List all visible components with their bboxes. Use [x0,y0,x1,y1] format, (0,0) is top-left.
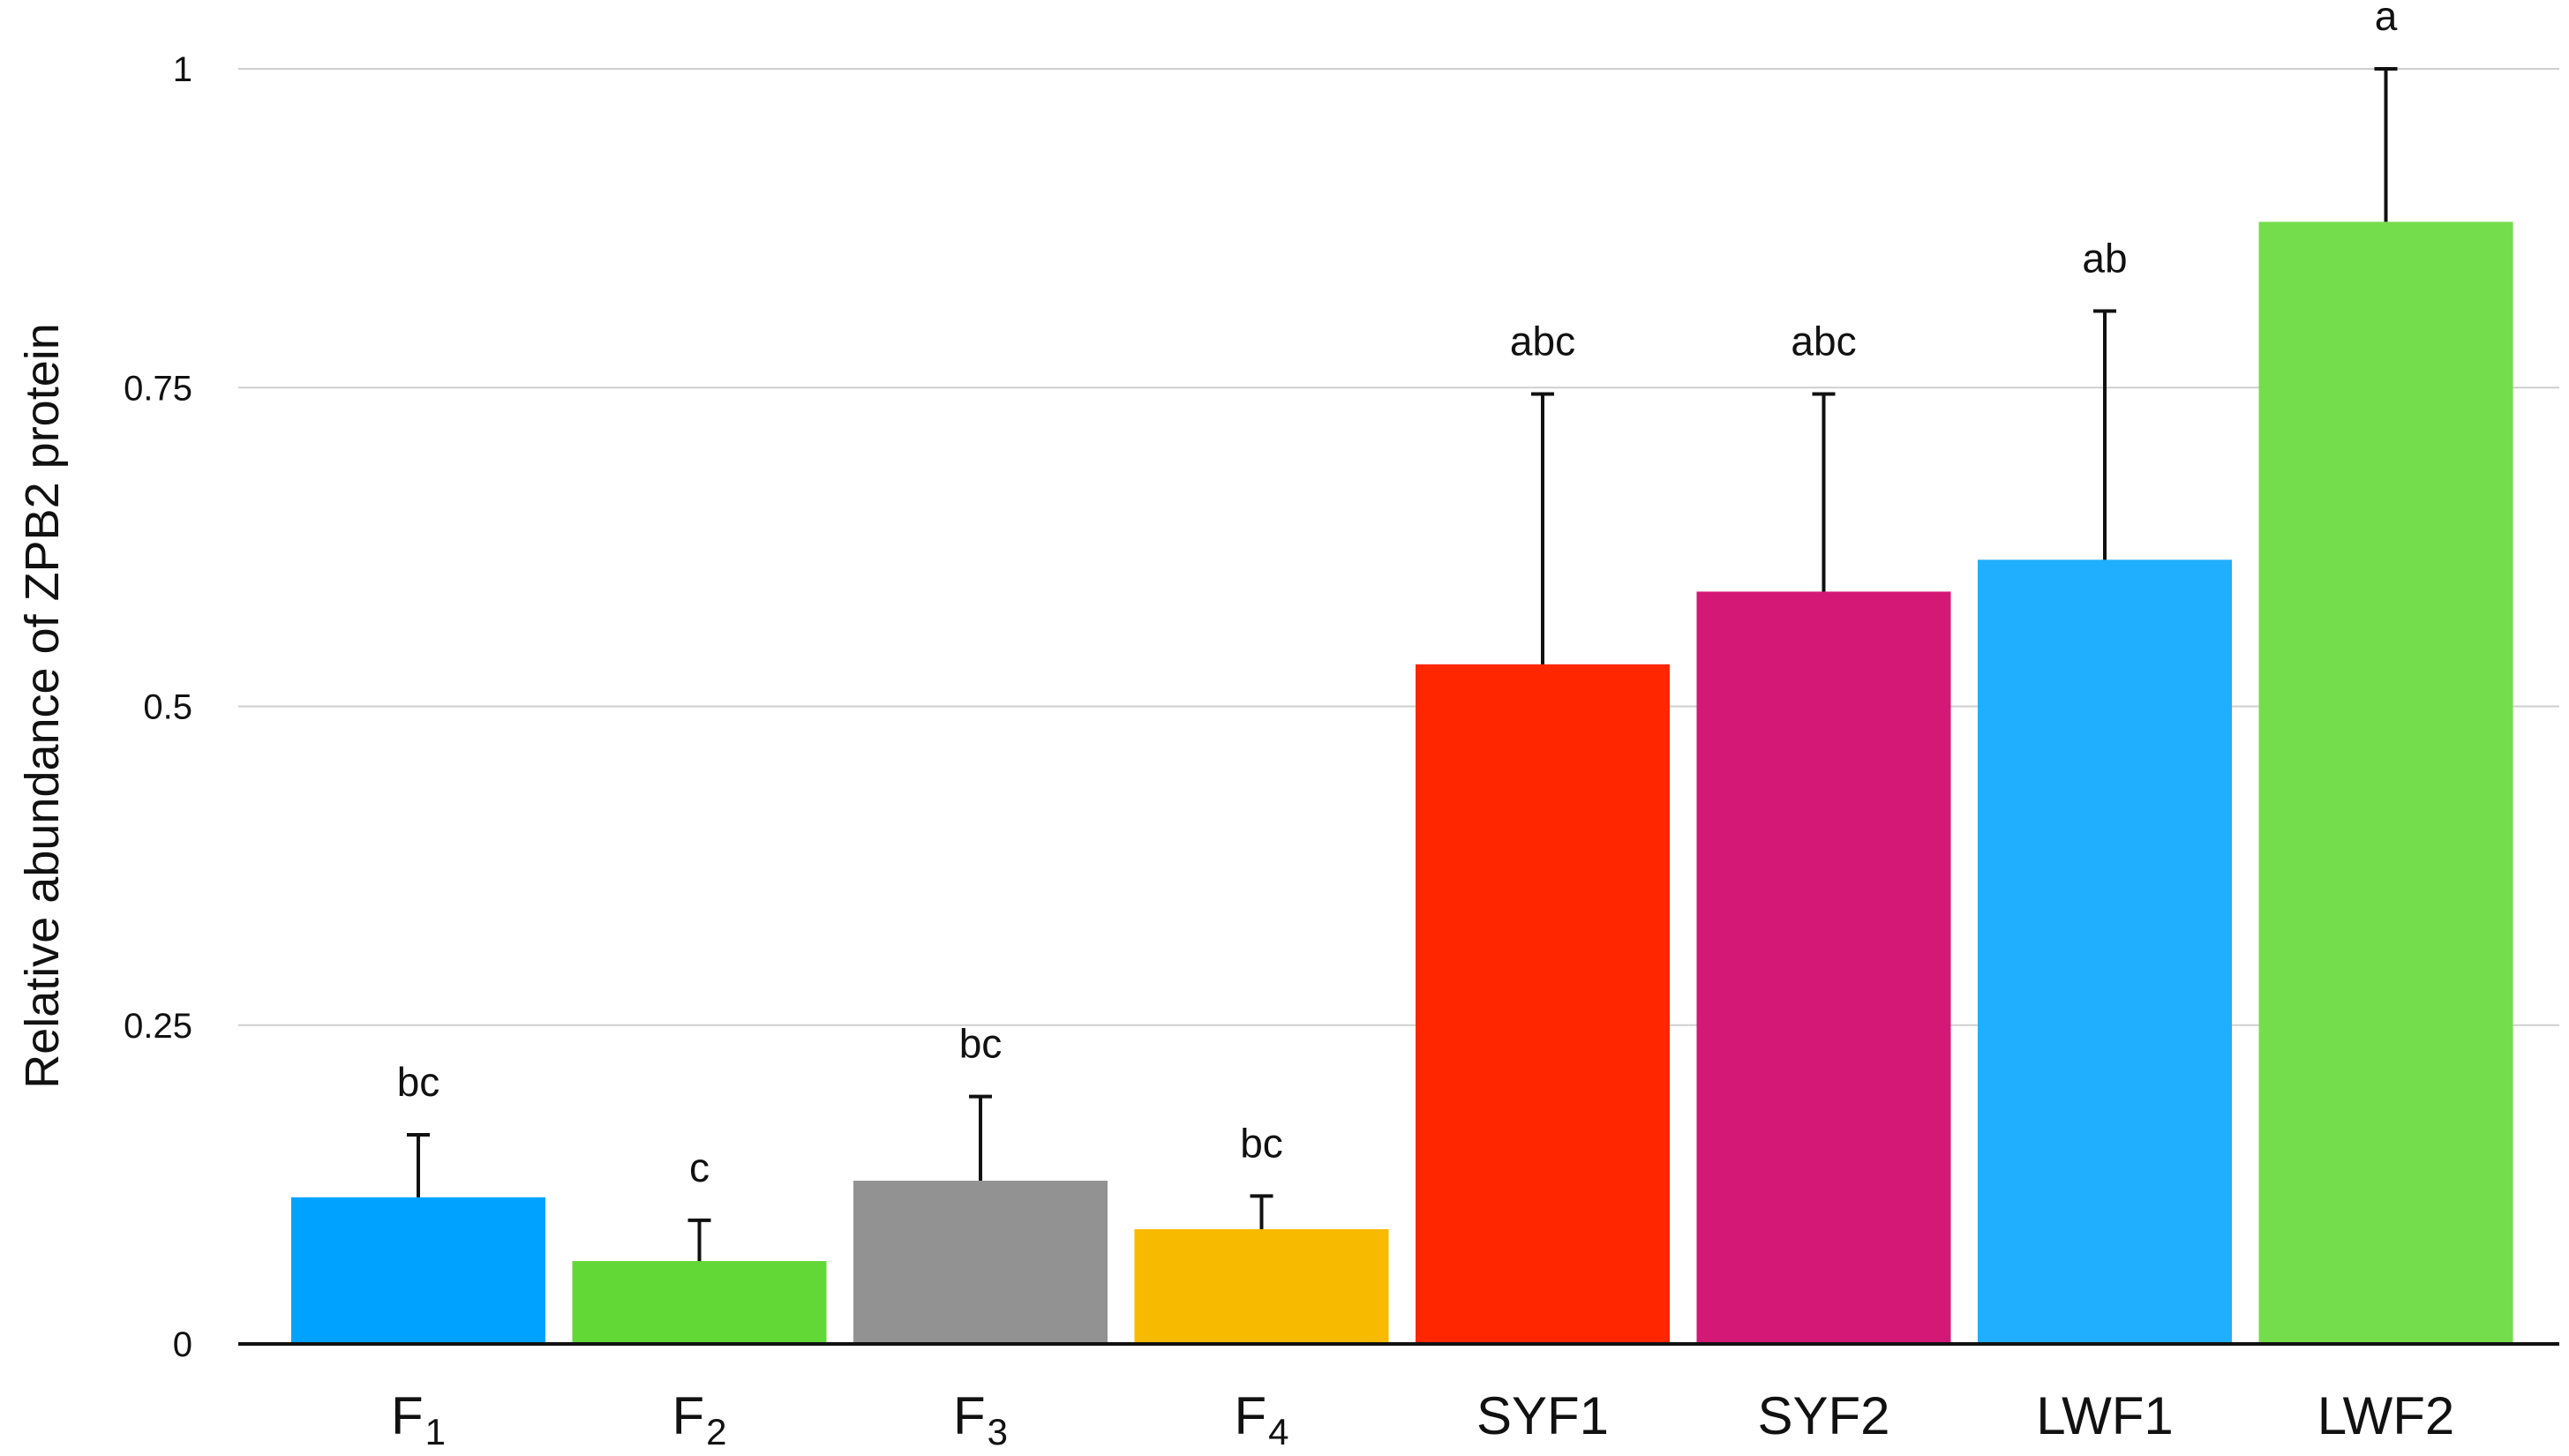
significance-label: abc [1510,318,1575,364]
significance-label: bc [1240,1120,1283,1166]
error-bar [969,1094,992,1182]
significance-label: c [689,1145,710,1190]
x-tick-label: LWF1 [2036,1386,2174,1445]
y-tick-label: 0.5 [143,688,192,727]
x-tick-label: SYF2 [1757,1386,1889,1445]
error-bar [1812,392,1836,592]
y-tick-label: 1 [173,50,192,89]
y-tick-label: 0 [173,1325,192,1364]
bar [1134,1228,1389,1344]
error-bar [2093,309,2116,560]
significance-letters: bc c bc bc abc abc ab a [397,0,2398,1190]
x-axis-categories: F1 F2 F3 F4 SYF1 SYF2 LWF1 LWF2 [391,1386,2454,1452]
error-bar [1531,392,1554,664]
bar [1696,591,1951,1344]
bar [1416,664,1670,1344]
error-bar [1250,1194,1273,1229]
significance-label: bc [959,1021,1003,1067]
y-tick-label: 0.75 [124,369,192,408]
significance-label: bc [397,1059,440,1105]
x-tick-label: F3 [953,1386,1008,1452]
y-axis-ticks: 0 0.25 0.5 0.75 1 [124,50,192,1364]
bar [2258,221,2513,1344]
bar [291,1197,545,1344]
significance-label: a [2375,0,2398,39]
y-axis-label: Relative abundance of ZPB2 protein [16,323,69,1089]
bar [572,1261,827,1344]
significance-label: ab [2082,236,2127,281]
significance-label: abc [1791,318,1856,364]
x-tick-label: F4 [1234,1386,1288,1452]
error-bar [407,1133,430,1197]
error-bar [2374,67,2398,222]
bars [291,221,2513,1344]
error-bars [407,67,2398,1262]
x-tick-label: F2 [672,1386,726,1452]
y-tick-label: 0.25 [124,1007,192,1046]
bar [1978,559,2232,1344]
x-tick-label: SYF1 [1476,1386,1609,1445]
x-tick-label: LWF2 [2317,1386,2455,1445]
error-bar [687,1218,711,1262]
bar [853,1181,1108,1344]
x-tick-label: F1 [391,1386,446,1452]
